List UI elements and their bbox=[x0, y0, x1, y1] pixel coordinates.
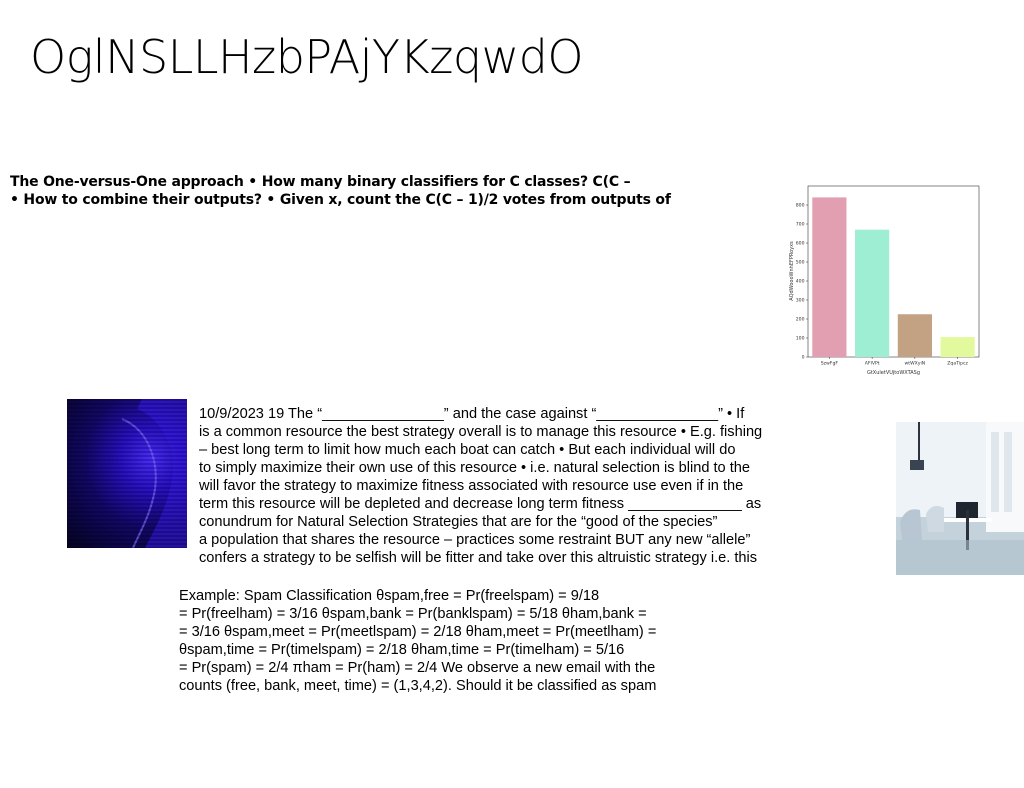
paragraph-line: conundrum for Natural Selection Strategi… bbox=[199, 514, 718, 530]
paragraph-line: – best long term to limit how much each … bbox=[199, 442, 736, 458]
y-tick-label: 700 bbox=[796, 222, 805, 228]
bar-ZqaTipcz bbox=[940, 337, 975, 357]
bold-text-line: The One-versus-One approach • How many b… bbox=[10, 174, 631, 190]
paragraph-line: = Pr(freelham) = 3/16 θspam,bank = Pr(ba… bbox=[179, 606, 647, 622]
paragraph-line: counts (free, bank, meet, time) = (1,3,4… bbox=[179, 678, 657, 694]
paragraph-line: = Pr(spam) = 2/4 πham = Pr(ham) = 2/4 We… bbox=[179, 660, 656, 676]
paragraph-line: = 3/16 θspam,meet = Pr(meetlspam) = 2/18… bbox=[179, 624, 657, 640]
x-tick-label: wtWXyiN bbox=[905, 361, 926, 367]
paragraph-line: 10/9/2023 19 The “_______________” and t… bbox=[199, 406, 745, 422]
slide-title: OglNSLLHzbPAjYKzqwdO bbox=[30, 30, 584, 84]
bar-wtWXyiN bbox=[897, 314, 932, 357]
y-tick-label: 300 bbox=[796, 298, 805, 304]
y-tick-label: 500 bbox=[796, 260, 805, 266]
x-tick-label: AFIVPt bbox=[865, 361, 880, 367]
y-tick-label: 600 bbox=[796, 241, 805, 247]
y-tick-label: 0 bbox=[802, 355, 805, 361]
paragraph-line: confers a strategy to be selfish will be… bbox=[199, 550, 758, 566]
paragraph-line: term this resource will be depleted and … bbox=[199, 496, 762, 512]
x-tick-label: SzwFgF bbox=[821, 361, 839, 367]
paragraph-line: to simply maximize their own use of this… bbox=[199, 460, 750, 476]
paragraph-line: a population that shares the resource – … bbox=[199, 532, 751, 548]
x-axis-ticks: SzwFgF AFIVPt wtWXyiN ZqaTipcz bbox=[821, 357, 969, 367]
paragraph-line: θspam,time = Pr(timelspam) = 2/18 θham,t… bbox=[179, 642, 625, 658]
dark-blue-portrait-image bbox=[67, 399, 187, 548]
bar-SzwFgF bbox=[812, 197, 847, 357]
y-axis-ticks: 0 100 200 300 400 500 600 700 800 bbox=[796, 203, 808, 361]
paragraph-line: is a common resource the best strategy o… bbox=[199, 424, 763, 440]
bar-AFIVPt bbox=[855, 229, 890, 357]
y-tick-label: 200 bbox=[796, 317, 805, 323]
bold-text-line: • How to combine their outputs? • Given … bbox=[10, 192, 671, 208]
paragraph-natural-selection: 10/9/2023 19 The “_______________” and t… bbox=[199, 405, 839, 567]
y-axis-label: AQdWoooWnhEFPRoyxs bbox=[789, 241, 795, 301]
bold-text-block: The One-versus-One approach • How many b… bbox=[10, 173, 730, 209]
y-tick-label: 100 bbox=[796, 336, 805, 342]
y-tick-label: 800 bbox=[796, 203, 805, 209]
x-axis-label: GtXuletVUjtoWXTASg bbox=[867, 370, 920, 376]
paragraph-line: Example: Spam Classification θspam,free … bbox=[179, 588, 600, 604]
paragraph-spam-example: Example: Spam Classification θspam,free … bbox=[179, 587, 739, 695]
paragraph-line: will favor the strategy to maximize fitn… bbox=[199, 478, 744, 494]
bar-chart: 0 100 200 300 400 500 600 700 800 SzwFgF AFIVPt wt… bbox=[789, 185, 980, 376]
x-tick-label: ZqaTipcz bbox=[947, 361, 968, 367]
living-room-image bbox=[896, 422, 1024, 575]
chart-bars bbox=[812, 197, 975, 357]
y-tick-label: 400 bbox=[796, 279, 805, 285]
